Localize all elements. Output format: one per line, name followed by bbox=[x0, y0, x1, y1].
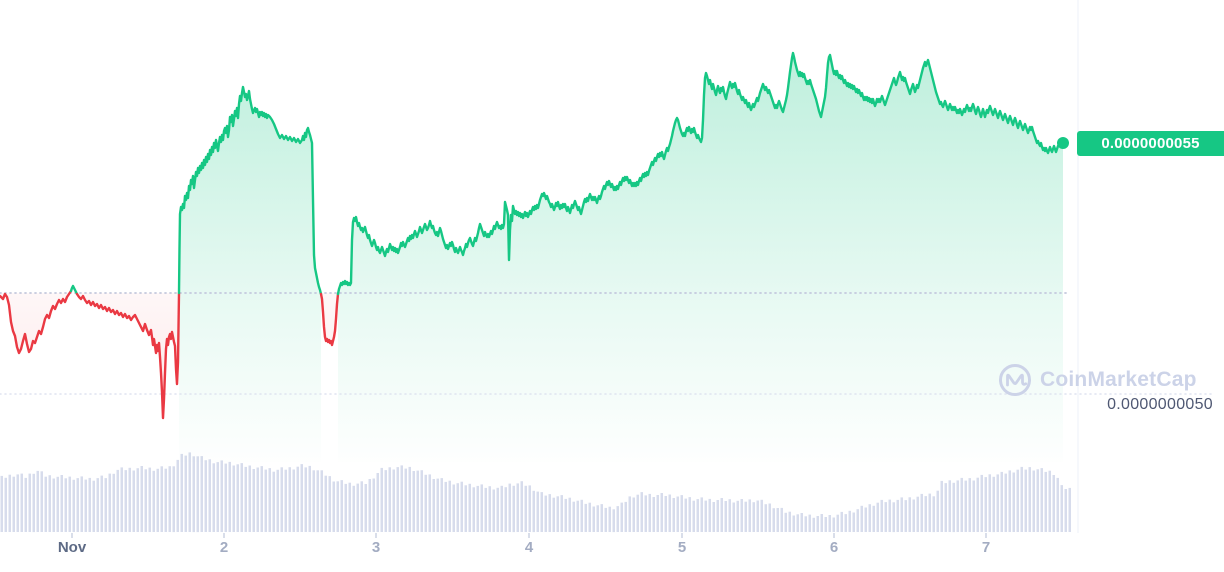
x-axis-label-nov: Nov bbox=[57, 539, 87, 556]
price-area-fills bbox=[0, 53, 1063, 462]
last-price-dot bbox=[1057, 137, 1069, 149]
x-axis-label-5: 5 bbox=[677, 539, 687, 556]
y-axis-tick-label: 0.0000000050 bbox=[1107, 396, 1213, 413]
volume-bars bbox=[0, 452, 1071, 533]
x-axis-label-2: 2 bbox=[219, 539, 229, 556]
x-axis-label-4: 4 bbox=[524, 539, 534, 556]
x-axis-label-7: 7 bbox=[981, 539, 991, 556]
x-axis-labels: Nov 2 3 4 5 6 7 bbox=[0, 539, 1224, 561]
x-axis-label-3: 3 bbox=[371, 539, 381, 556]
current-price-badge: 0.0000000055 bbox=[1077, 131, 1224, 156]
price-line bbox=[0, 51, 1065, 420]
x-axis-label-6: 6 bbox=[829, 539, 839, 556]
